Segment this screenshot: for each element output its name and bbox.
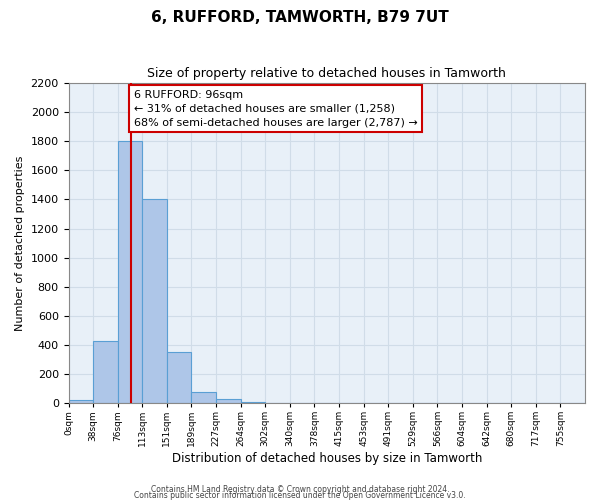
Bar	[241, 402, 265, 403]
Bar	[118, 141, 142, 403]
Bar	[216, 400, 241, 403]
Text: 6 RUFFORD: 96sqm
← 31% of detached houses are smaller (1,258)
68% of semi-detach: 6 RUFFORD: 96sqm ← 31% of detached house…	[134, 90, 418, 128]
Bar	[142, 200, 167, 403]
Text: Contains HM Land Registry data © Crown copyright and database right 2024.: Contains HM Land Registry data © Crown c…	[151, 484, 449, 494]
Bar	[68, 400, 93, 403]
Title: Size of property relative to detached houses in Tamworth: Size of property relative to detached ho…	[148, 68, 506, 80]
Bar	[167, 352, 191, 403]
Y-axis label: Number of detached properties: Number of detached properties	[15, 156, 25, 331]
Text: 6, RUFFORD, TAMWORTH, B79 7UT: 6, RUFFORD, TAMWORTH, B79 7UT	[151, 10, 449, 25]
Bar	[191, 392, 216, 403]
Bar	[93, 340, 118, 403]
X-axis label: Distribution of detached houses by size in Tamworth: Distribution of detached houses by size …	[172, 452, 482, 465]
Text: Contains public sector information licensed under the Open Government Licence v3: Contains public sector information licen…	[134, 490, 466, 500]
